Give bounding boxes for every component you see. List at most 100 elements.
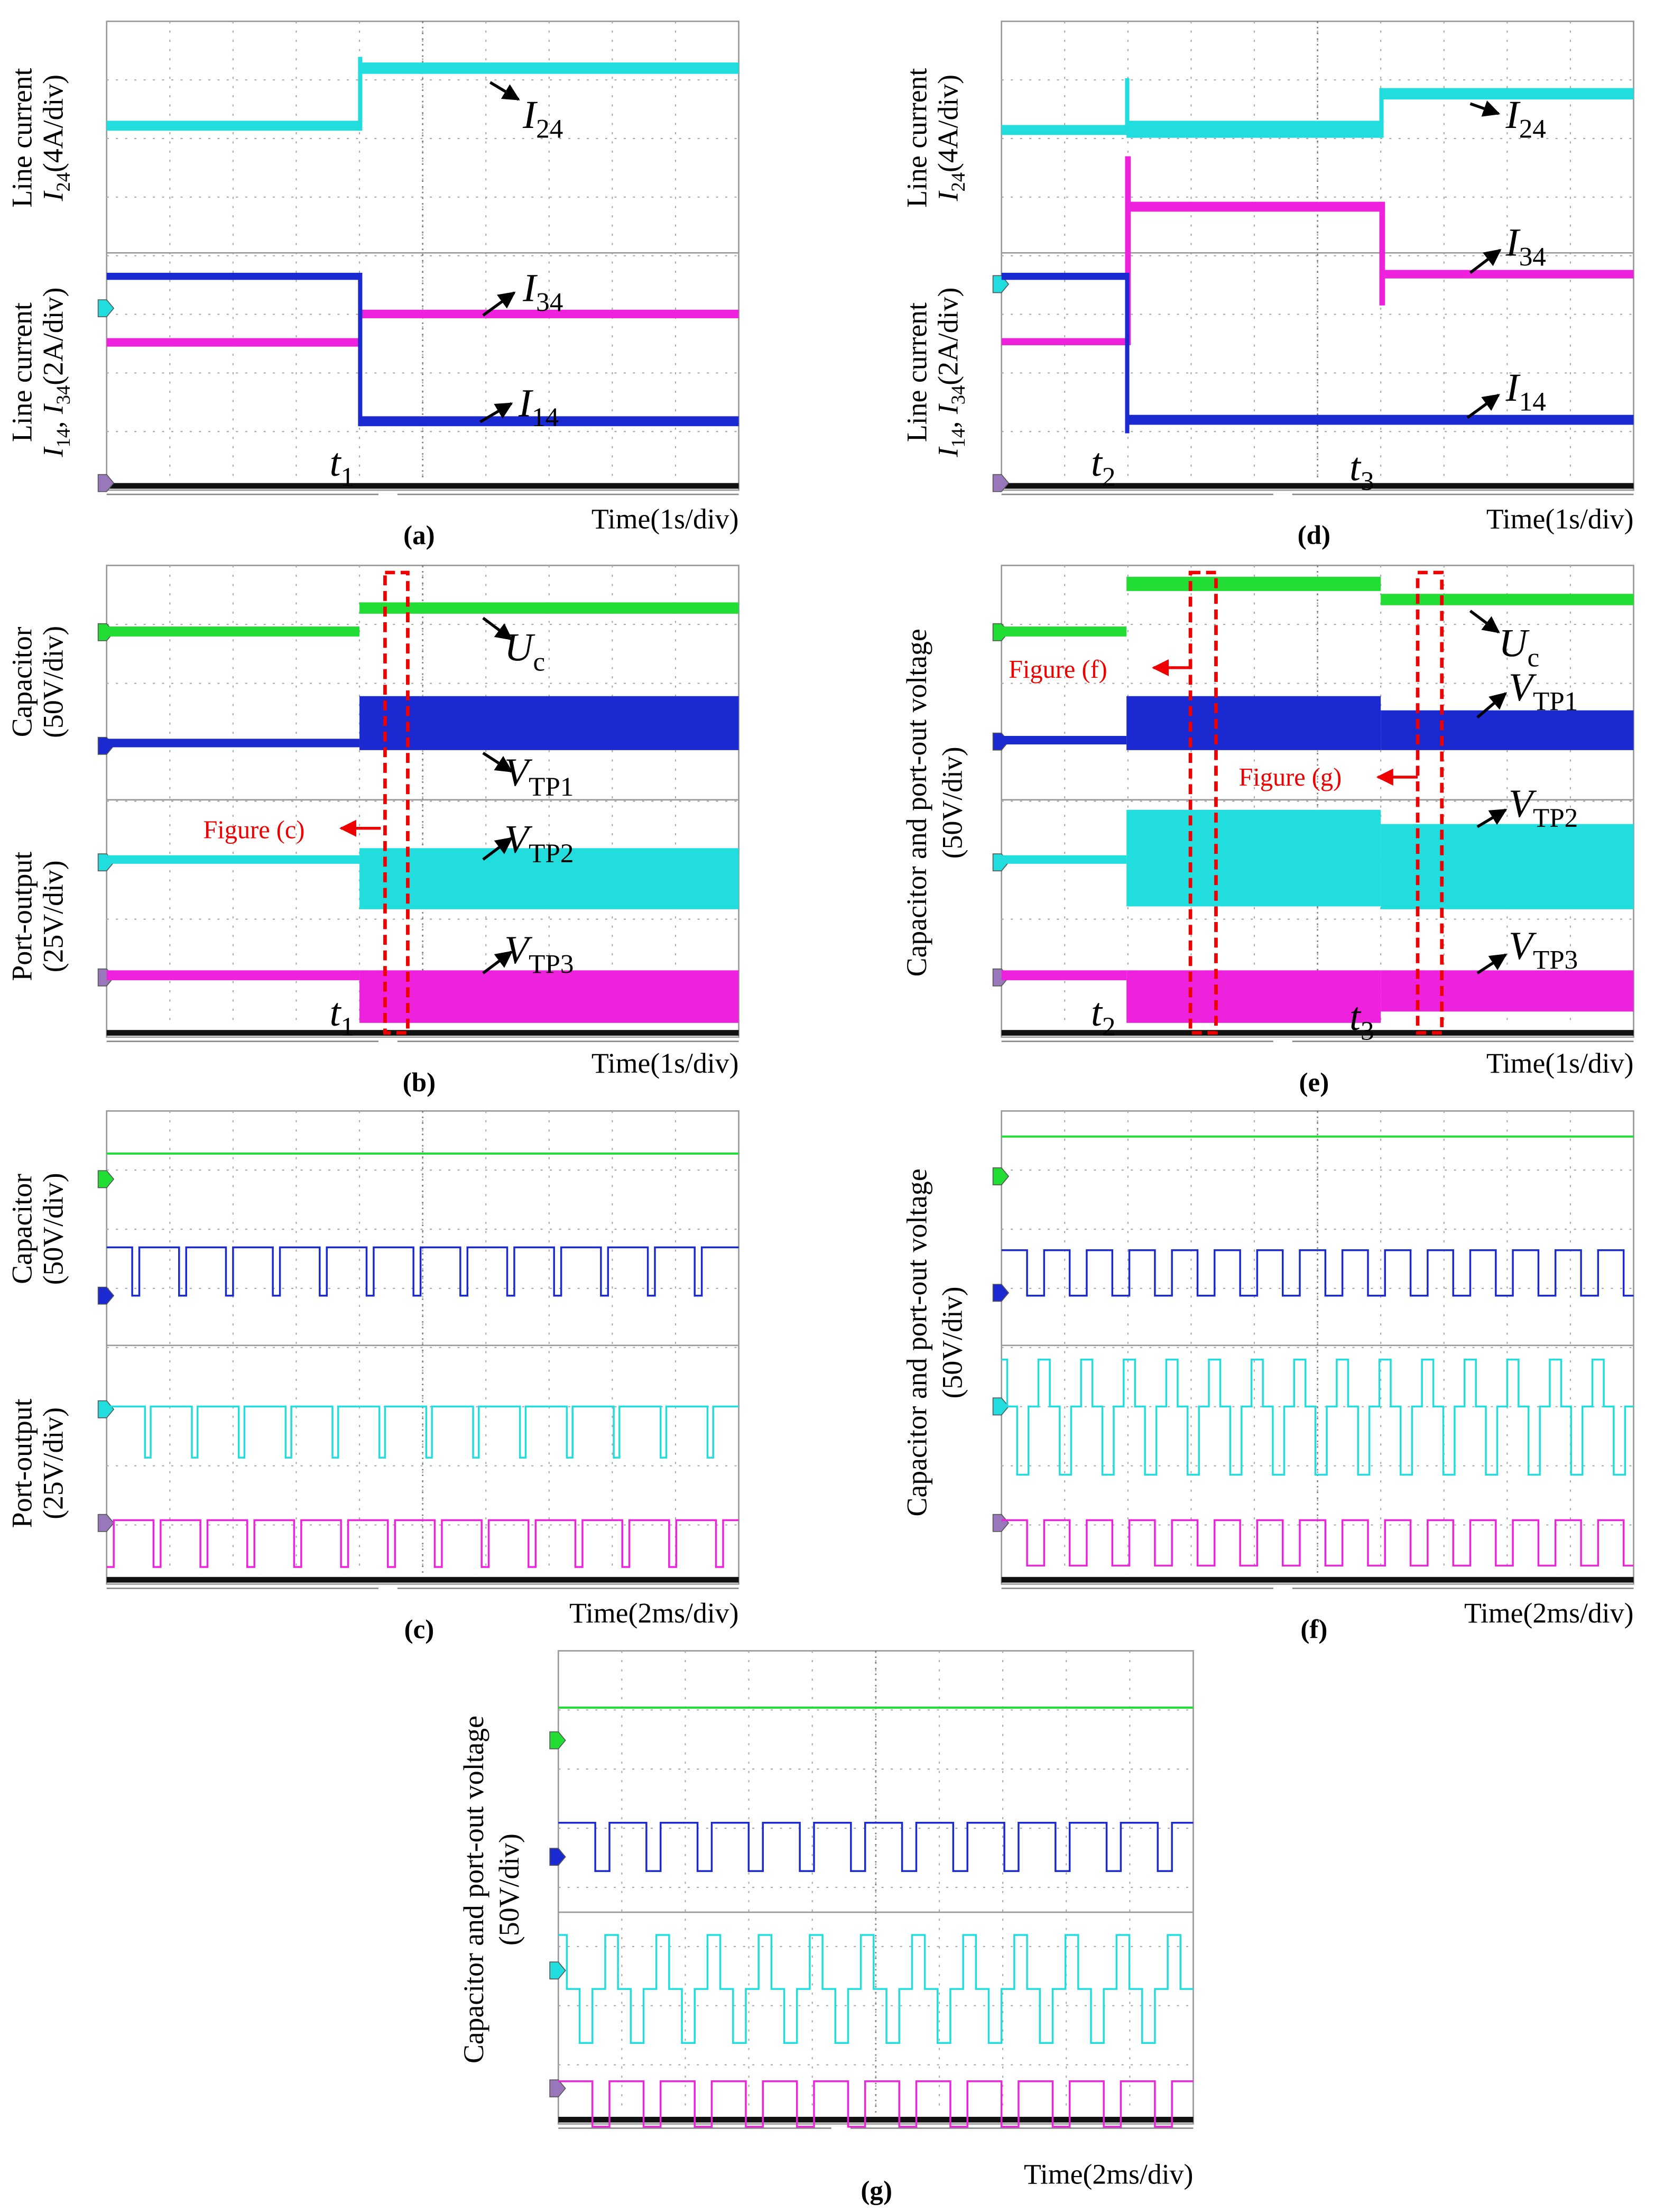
- signal-label: VTP3: [1509, 924, 1578, 975]
- channel-tag: [549, 1731, 566, 1749]
- signal-arrow: [482, 616, 513, 641]
- channel-tag: [549, 1961, 566, 1980]
- channel-tag: [549, 1848, 566, 1866]
- text-part: TP3: [529, 950, 574, 980]
- waveform: [1381, 270, 1634, 279]
- channel-tag: [992, 1514, 1010, 1532]
- text-part: TP2: [1533, 803, 1578, 833]
- axis-label: I24(4A/div): [932, 75, 968, 202]
- text-part: I: [37, 190, 69, 201]
- axis-label: (25V/div): [37, 1407, 69, 1519]
- axis-label: Capacitor: [6, 1174, 38, 1284]
- text-part: 14: [1519, 387, 1546, 417]
- waveform: [359, 602, 739, 614]
- text-part: 34: [536, 288, 563, 318]
- waveform: [1126, 414, 1634, 425]
- signal-arrow: [1469, 100, 1501, 117]
- waveform: [1381, 824, 1634, 909]
- signal-arrow: [482, 951, 513, 974]
- zoom-window: [1188, 570, 1218, 1035]
- signal-arrow: [489, 81, 520, 101]
- scope-bottom-bar: [106, 1030, 739, 1036]
- signal-arrow: [1469, 248, 1502, 274]
- time-scale: Time(2ms/div): [1024, 2158, 1193, 2190]
- signal-label: VTP1: [504, 751, 574, 802]
- axis-label: (25V/div): [37, 860, 69, 972]
- waveform: [1125, 78, 1130, 135]
- axis-label: Capacitor and port-out voltage: [901, 629, 932, 976]
- text-part: 24: [536, 114, 563, 144]
- instant-label: t2: [1091, 441, 1115, 492]
- time-scale: Time(1s/div): [591, 503, 739, 535]
- axis-label: Capacitor and port-out voltage: [458, 1716, 489, 2063]
- signal-label: I34: [1505, 221, 1546, 272]
- axis-label: Line current: [901, 68, 932, 208]
- axis-label: (50V/div): [37, 1173, 69, 1285]
- text-part: I: [932, 190, 964, 201]
- signal-label: I14: [518, 381, 559, 432]
- channel-tag: [97, 1514, 115, 1532]
- text-part: (4A/div): [932, 75, 964, 172]
- scope-bottom-bar: [1001, 1577, 1634, 1583]
- text-part: c: [533, 647, 545, 677]
- text-part: I: [1505, 366, 1521, 410]
- signal-label: VTP1: [1509, 666, 1578, 717]
- channel-tag: [97, 299, 115, 318]
- waveform: [1381, 710, 1634, 750]
- signal-label: VTP2: [1509, 782, 1578, 833]
- text-part: (50V/div): [936, 746, 968, 859]
- waveform: [359, 309, 739, 318]
- waveform: [358, 57, 363, 131]
- time-scale: Time(1s/div): [591, 1047, 739, 1079]
- waveform: [1381, 970, 1634, 1012]
- signal-label: I24: [1505, 93, 1546, 144]
- signal-arrow: [1476, 953, 1508, 974]
- waveform: [1126, 970, 1381, 1023]
- signal-arrow: [1476, 692, 1508, 719]
- text-part: t: [1349, 445, 1362, 489]
- waveform: [558, 1821, 1194, 1872]
- text-part: (25V/div): [37, 1407, 69, 1519]
- text-part: I: [37, 446, 69, 457]
- axis-label: (50V/div): [936, 746, 968, 859]
- signal-arrow: [482, 837, 513, 861]
- time-scale: Time(1s/div): [1486, 503, 1634, 535]
- instant-label: t3: [1349, 445, 1374, 496]
- text-part: Capacitor and port-out voltage: [901, 1168, 932, 1516]
- text-part: (2A/div): [932, 288, 964, 385]
- scope-screen: [557, 1650, 1194, 2125]
- scope-bottom-bar: [106, 483, 739, 489]
- text-part: I: [522, 93, 538, 137]
- waveform: [106, 121, 360, 131]
- channel-tag: [992, 1284, 1010, 1302]
- text-part: 14: [947, 428, 969, 448]
- waveform: [106, 626, 360, 637]
- text-part: (2A/div): [37, 288, 69, 385]
- time-scale: Time(1s/div): [1486, 1047, 1634, 1079]
- channel-tag: [992, 1397, 1010, 1416]
- text-part: I: [1505, 221, 1521, 265]
- axis-label: I14, I34(2A/div): [932, 288, 968, 458]
- waveform: [1129, 201, 1381, 212]
- text-part: V: [504, 817, 533, 861]
- channel-tag: [992, 1167, 1010, 1185]
- waveform: [1381, 594, 1634, 605]
- channel-tag: [97, 1400, 115, 1418]
- axis-label: (50V/div): [936, 1286, 968, 1398]
- text-part: 24: [52, 172, 74, 192]
- text-part: (50V/div): [37, 1173, 69, 1285]
- waveform: [359, 848, 739, 909]
- waveform: [1001, 272, 1127, 280]
- text-part: Port-output: [6, 852, 38, 981]
- waveform: [1001, 735, 1127, 745]
- signal-arrow: [1476, 808, 1508, 828]
- scope-bottom-bar: [558, 2116, 1194, 2123]
- text-part: V: [504, 751, 533, 795]
- waveform: [106, 1405, 739, 1459]
- waveform: [359, 416, 739, 427]
- text-part: TP1: [1533, 687, 1578, 717]
- channel-tag: [97, 474, 115, 492]
- waveform: [1001, 125, 1127, 135]
- text-part: V: [1509, 924, 1537, 968]
- note-label: Figure (c): [203, 816, 304, 844]
